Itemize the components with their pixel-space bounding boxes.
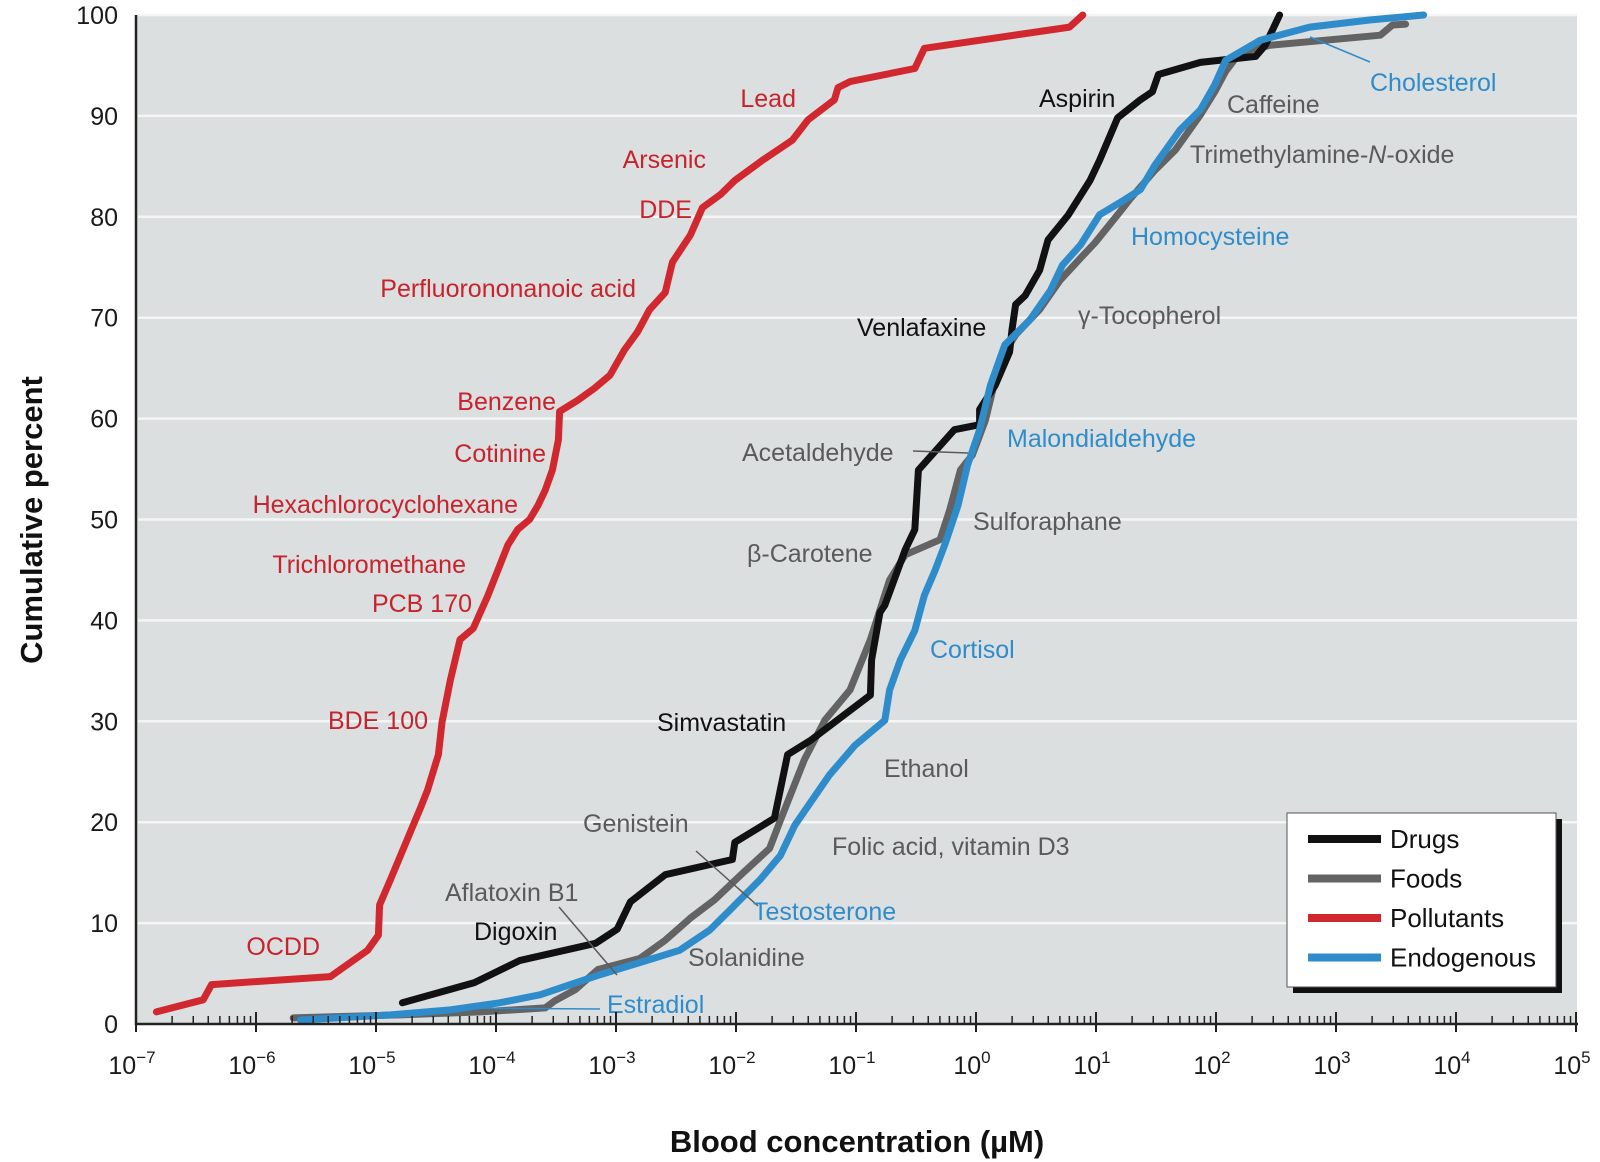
y-tick-label: 20 (90, 809, 118, 837)
annotation-label: Lead (740, 85, 796, 113)
series-pollutants (152, 11, 1087, 1016)
y-tick-label: 0 (104, 1011, 118, 1039)
x-tick-label: 10−1 (828, 1048, 875, 1080)
annotation-label: Cotinine (454, 440, 546, 468)
y-axis-ticks: 0 10 20 30 40 50 60 70 80 90 100 (76, 2, 118, 1039)
annotation-label: Sulforaphane (973, 508, 1122, 536)
series-drugs (398, 11, 1284, 1007)
legend-item-endogenous: Endogenous (1308, 943, 1536, 973)
legend-label: Drugs (1390, 824, 1459, 854)
series-layer (152, 11, 1428, 1024)
annotation-label: OCDD (246, 933, 320, 961)
legend-label: Foods (1390, 864, 1462, 894)
annotation-label: Homocysteine (1131, 223, 1289, 251)
y-tick-label: 30 (90, 708, 118, 736)
annotation-label: Benzene (457, 388, 556, 416)
annotation-label: PCB 170 (372, 590, 472, 618)
x-tick-label: 10−3 (588, 1048, 635, 1080)
annotation-label: Venlafaxine (857, 314, 986, 342)
legend-label: Pollutants (1390, 903, 1504, 933)
y-tick-label: 100 (76, 2, 118, 30)
annotation-label: Aspirin (1039, 85, 1115, 113)
leader-line (558, 906, 618, 976)
annotation-label: Cholesterol (1370, 69, 1496, 97)
annotation-label: BDE 100 (328, 707, 428, 735)
legend-label: Endogenous (1390, 943, 1536, 973)
x-tick-label: 10−5 (348, 1048, 395, 1080)
y-tick-label: 70 (90, 305, 118, 333)
x-tick-label: 10−6 (228, 1048, 275, 1080)
annotation-label: Trimethylamine-N-oxide (1190, 141, 1454, 169)
x-tick-label: 104 (1433, 1048, 1470, 1080)
y-tick-label: 10 (90, 910, 118, 938)
leader-lines (449, 36, 1371, 1010)
legend-item-foods: Foods (1308, 864, 1462, 894)
annotation-label: Folic acid, vitamin D3 (832, 833, 1070, 861)
annotation-label: β-Carotene (747, 540, 873, 568)
x-tick-label: 105 (1553, 1048, 1590, 1080)
annotation-label: Caffeine (1227, 91, 1320, 119)
annotation-label: Simvastatin (657, 709, 786, 737)
leader-line (695, 850, 759, 907)
annotation-label: Estradiol (607, 991, 704, 1019)
y-tick-label: 90 (90, 103, 118, 131)
annotation-label: DDE (639, 196, 692, 224)
annotation-label: Perfluorononanoic acid (380, 275, 636, 303)
legend: Drugs Foods Pollutants Endogenous (1286, 812, 1562, 993)
x-axis-ticks: 10−7 10−6 10−5 10−4 10−3 10−2 10−1 100 101 102 103… (108, 1012, 1591, 1080)
annotation-label: Digoxin (474, 918, 557, 946)
y-tick-label: 60 (90, 406, 118, 434)
y-tick-label: 50 (90, 507, 118, 535)
leader-line (912, 450, 969, 454)
annotation-label: Arsenic (623, 146, 706, 174)
annotation-label: Acetaldehyde (742, 439, 894, 467)
annotation-label: Cortisol (930, 636, 1015, 664)
x-tick-label: 102 (1193, 1048, 1230, 1080)
y-axis-title: Cumulative percent (14, 376, 49, 664)
y-tick-label: 40 (90, 607, 118, 635)
y-tick-label: 80 (90, 204, 118, 232)
annotation-label: Hexachlorocyclohexane (253, 491, 518, 519)
x-tick-label: 10−4 (468, 1048, 515, 1080)
leader-line (1309, 36, 1371, 63)
annotation-label: Testosterone (753, 898, 896, 926)
legend-item-drugs: Drugs (1308, 824, 1459, 854)
series-line-drugs (398, 11, 1284, 1007)
x-tick-label: 10−2 (708, 1048, 755, 1080)
annotations: Lead Arsenic DDE Perfluorononanoic acid Benz… (246, 69, 1496, 1019)
gridlines (138, 13, 1577, 925)
annotation-label: Ethanol (884, 755, 969, 783)
annotation-label: Solanidine (688, 944, 805, 972)
annotation-label: γ-Tocopherol (1078, 302, 1221, 330)
annotation-label: Trichloromethane (272, 551, 466, 579)
legend-item-pollutants: Pollutants (1308, 903, 1504, 933)
annotation-label: Aflatoxin B1 (445, 879, 578, 907)
annotation-label: Genistein (583, 810, 689, 838)
series-line-endogenous (296, 11, 1428, 1024)
leader-line (449, 1007, 601, 1010)
x-tick-label: 10−7 (108, 1048, 155, 1080)
series-endogenous (296, 11, 1428, 1024)
annotation-label: Malondialdehyde (1007, 425, 1196, 453)
x-tick-label: 100 (953, 1048, 990, 1080)
x-axis-title: Blood concentration (µM) (670, 1124, 1044, 1159)
x-tick-label: 101 (1073, 1048, 1110, 1080)
x-tick-label: 103 (1313, 1048, 1350, 1080)
